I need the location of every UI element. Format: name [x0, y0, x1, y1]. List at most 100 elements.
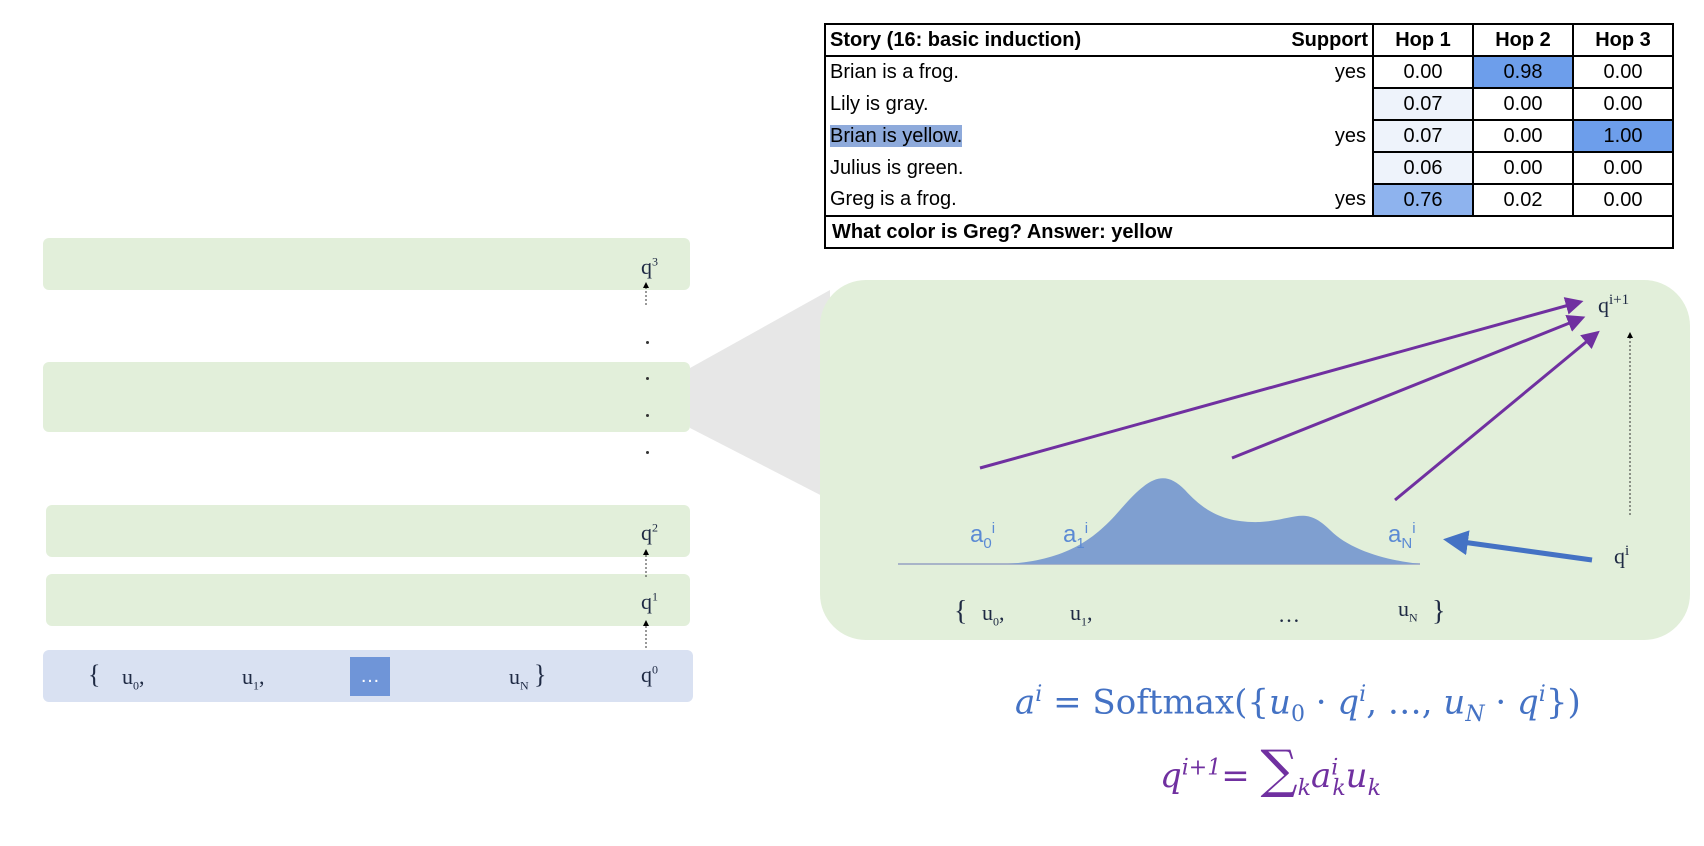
hop2-cell: 0.00: [1472, 151, 1574, 185]
header-hop-3: Hop 3: [1572, 23, 1674, 57]
query-q2: q2: [641, 520, 658, 546]
sentence-cell: Julius is green.: [824, 152, 1274, 184]
zoom-wedge: [690, 290, 830, 500]
formula-attention: ai = Softmax({u0 · qi, …, uN · qi}): [1015, 682, 1581, 727]
input-close-brace: }: [534, 660, 547, 689]
attention-aN: aNi: [1388, 520, 1416, 552]
question-answer: What color is Greg? Answer: yellow: [824, 215, 1674, 249]
hop2-cell: 0.02: [1472, 183, 1574, 217]
hop2-cell: 0.00: [1472, 87, 1574, 121]
aN-sub: N: [1401, 534, 1413, 552]
highlighted-answer-sentence: Brian is yellow.: [830, 124, 963, 147]
formula-update: qi+1= ∑kaikuk: [1160, 740, 1381, 801]
support-cell: [1274, 88, 1374, 120]
f1-lhs-sup: i: [1035, 682, 1043, 707]
f1-uN-sub: N: [1465, 702, 1485, 728]
sentence-cell: Brian is a frog.: [824, 56, 1274, 88]
query-q2-sup: 2: [652, 520, 658, 535]
memory-u1-sub: 1: [1081, 614, 1087, 629]
memory-open-brace: {: [954, 596, 968, 627]
table-row: Brian is a frog. yes 0.00 0.98 0.00: [824, 55, 1674, 89]
layer-hop-2: [46, 505, 690, 557]
input-u1-sub: 1: [253, 678, 259, 693]
query-q1: q1: [641, 589, 658, 615]
query-q3-sup: 3: [652, 254, 658, 269]
aN-sup: i: [1412, 520, 1416, 537]
f1-uN: u: [1443, 682, 1466, 723]
input-u0: u0,: [122, 664, 145, 693]
support-cell: yes: [1274, 184, 1374, 217]
table-row: Brian is yellow. yes 0.07 0.00 1.00: [824, 119, 1674, 153]
sum-arrow-aN: [1394, 330, 1600, 502]
input-uN-sub: N: [520, 678, 529, 693]
f2-lhs: q: [1160, 756, 1182, 796]
hop2-cell: 0.98: [1472, 55, 1574, 89]
f2-lhs-sup: i+1: [1181, 755, 1222, 781]
f1-dot2: ·: [1484, 682, 1518, 723]
hop3-cell: 0.00: [1572, 55, 1674, 89]
aN-letter: a: [1388, 521, 1402, 548]
header-hop-1: Hop 1: [1372, 23, 1474, 57]
query-current: qi: [1614, 543, 1629, 569]
f1-q2-sup: i: [1538, 682, 1546, 707]
hop1-cell: 0.00: [1372, 55, 1474, 89]
input-uN: uN: [509, 664, 529, 693]
a1-letter: a: [1063, 521, 1077, 548]
query-q2-letter: q: [641, 520, 652, 545]
f1-close: }): [1545, 682, 1581, 723]
input-u1-letter: u: [242, 664, 253, 689]
attention-curve: [1008, 478, 1420, 564]
input-u1: u1,: [242, 664, 265, 693]
sum-arrow-a1: [1231, 314, 1586, 460]
input-open-brace: {: [88, 660, 101, 689]
zoom-panel: [820, 280, 1690, 640]
memory-uN-sub: N: [1409, 610, 1418, 625]
memory-u1-letter: u: [1070, 600, 1081, 625]
memory-u0-sub: 0: [993, 614, 999, 629]
input-uN-letter: u: [509, 664, 520, 689]
hop3-cell: 0.00: [1572, 87, 1674, 121]
memory-close-brace: }: [1432, 596, 1446, 627]
f1-q1: q: [1337, 682, 1360, 723]
layer-hop-middle: [43, 362, 690, 432]
input-u0-letter: u: [122, 664, 133, 689]
story-attention-table: Story (16: basic induction) Support Hop …: [824, 23, 1674, 249]
memory-u0: u0,: [982, 600, 1005, 629]
table-row: Greg is a frog. yes 0.76 0.02 0.00: [824, 183, 1674, 217]
a0-letter: a: [970, 521, 984, 548]
hop2-cell: 0.00: [1472, 119, 1574, 153]
attention-a0: a0i: [970, 520, 995, 552]
table-header-row: Story (16: basic induction) Support Hop …: [824, 23, 1674, 57]
header-hop-2: Hop 2: [1472, 23, 1574, 57]
hop1-cell: 0.07: [1372, 87, 1474, 121]
support-cell: [1274, 152, 1374, 184]
query-q0: q0: [641, 662, 658, 688]
f2-u-sub: k: [1367, 775, 1381, 801]
f1-q2: q: [1517, 682, 1539, 723]
memory-u1-comma: ,: [1087, 600, 1093, 625]
query-current-letter: q: [1614, 543, 1625, 569]
sum-arrow-a0: [979, 297, 1584, 470]
f1-eq: = Softmax({: [1042, 682, 1270, 723]
f2-eq: =: [1221, 756, 1261, 796]
memory-uN: uN: [1398, 596, 1418, 625]
query-q0-sup: 0: [652, 662, 658, 677]
memory-ellipsis: …: [1278, 602, 1300, 627]
f2-a-sup: i: [1331, 755, 1339, 781]
memory-uN-letter: u: [1398, 596, 1409, 621]
f2-sum-sub: k: [1297, 775, 1311, 801]
query-to-attention-arrow: [1443, 530, 1593, 563]
hop3-cell: 0.00: [1572, 183, 1674, 217]
f2-a: a: [1311, 756, 1332, 796]
input-u1-comma: ,: [259, 664, 265, 689]
f1-mid: , …,: [1366, 682, 1444, 723]
query-next-sup: i+1: [1609, 292, 1630, 308]
sentence-cell: Greg is a frog.: [824, 184, 1274, 217]
f1-u0: u: [1269, 682, 1291, 723]
memory-u0-letter: u: [982, 600, 993, 625]
a1-sub: 1: [1076, 534, 1085, 552]
vertical-dot-3: [646, 414, 649, 417]
f2-sum: ∑: [1260, 740, 1298, 800]
hop1-cell: 0.76: [1372, 183, 1474, 217]
